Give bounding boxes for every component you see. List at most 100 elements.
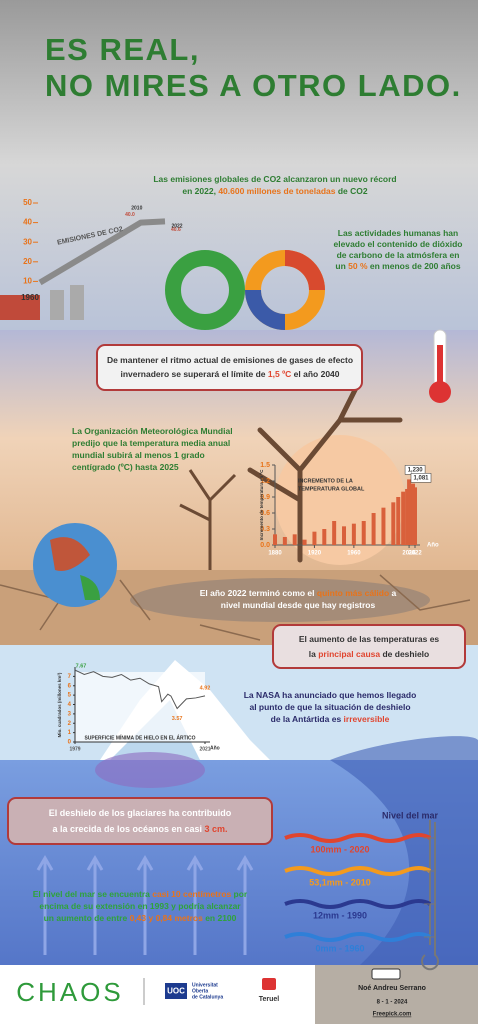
y-tick-label: 6 xyxy=(68,683,72,689)
text-segment: Las emisiones globales de CO2 alcanzaron… xyxy=(153,174,396,184)
text-segment: centígrado (ºC) hasta 2025 xyxy=(72,462,179,472)
text-segment: Las actividades humanas han xyxy=(338,228,458,238)
x-axis-label: Año xyxy=(210,745,220,751)
y-axis-label: Mio. cuadrados (millones km²) xyxy=(57,672,62,737)
y-tick-label: 0 xyxy=(68,740,72,746)
uoc-text: UOC xyxy=(167,987,185,996)
chart-title: INCREMENTO DE LA xyxy=(298,478,353,484)
text-segment: encima de su extensión en 1993 y podría … xyxy=(39,901,241,911)
bar xyxy=(351,523,356,545)
author: Noé Andreu Serrano xyxy=(358,985,426,992)
omm-text: mundial subirá al menos 1 grado xyxy=(72,450,205,460)
text-segment: irreversible xyxy=(344,714,390,724)
bar xyxy=(413,487,417,545)
y-tick-label: 5 xyxy=(68,693,72,699)
bar xyxy=(312,531,317,545)
sea-wave xyxy=(284,899,432,909)
text-segment: en 2022, xyxy=(182,186,218,196)
label-bg xyxy=(410,473,432,483)
bar xyxy=(371,513,376,545)
text-segment: 1,5 ºC xyxy=(268,369,291,379)
bar xyxy=(302,539,307,545)
x-tick-label: 1920 xyxy=(308,551,322,557)
ice-line xyxy=(74,669,206,710)
text-segment: predijo que la temperatura media anual xyxy=(72,438,230,448)
city-name: Teruel xyxy=(259,996,280,1003)
value-label: 1,081 xyxy=(413,475,429,481)
y-tick-label: 1.5 xyxy=(260,462,270,469)
nasa-text: La NASA ha anunciado que hemos llegado xyxy=(244,690,417,700)
text-segment: en menos de 200 años xyxy=(368,261,461,271)
y-tick-label: 20 xyxy=(23,257,32,266)
bar xyxy=(401,491,406,545)
text-segment: mundial subirá al menos 1 grado xyxy=(72,450,205,460)
text-segment: la xyxy=(309,649,318,659)
sea-wave xyxy=(284,932,432,942)
text-segment: El nivel del mar se encuentra xyxy=(33,889,153,899)
y-tick-label: 50 xyxy=(23,198,32,207)
rising-arrows xyxy=(36,855,254,955)
x-label: 2022 xyxy=(171,223,182,229)
city-mark xyxy=(262,978,276,990)
x-tick-label: 2022 xyxy=(408,551,422,557)
text-segment: el año 2040 xyxy=(291,369,339,379)
x-tick-label: 1960 xyxy=(347,551,361,557)
uni-name: de Catalunya xyxy=(192,994,223,1000)
human-activity-text: de carbono de la atmósfera en xyxy=(337,250,460,260)
cause-text: la principal causa de deshielo xyxy=(309,649,429,659)
text-segment: en 2100 xyxy=(203,913,237,923)
text-segment: La Organización Meteorológica Mundial xyxy=(72,426,233,436)
value-label: 40.0 xyxy=(125,212,135,218)
text-segment: 0,43 y 0,84 metros xyxy=(130,913,204,923)
sea-level-label: 12mm - 1990 xyxy=(313,910,367,920)
text-segment: de CO2 xyxy=(335,186,367,196)
text-segment: de carbono de la atmósfera en xyxy=(337,250,460,260)
sea-level-text: El nivel del mar se encuentra casi 10 ce… xyxy=(33,889,248,899)
chart-title: TEMPERATURA GLOBAL xyxy=(298,486,365,492)
x-tick-label: 1979 xyxy=(69,746,80,752)
sea-level-text: un aumento de entre 0,43 y 0,84 metros e… xyxy=(44,913,237,923)
text-segment: un aumento de entre xyxy=(44,913,130,923)
y-tick-label: 0.9 xyxy=(260,494,270,501)
bar xyxy=(322,529,327,545)
boxes xyxy=(7,344,466,845)
bar xyxy=(381,507,386,545)
y-tick-label: 0.0 xyxy=(260,542,270,549)
human-activity-text: un 50 % en menos de 200 años xyxy=(335,261,460,271)
bar xyxy=(342,526,347,545)
y-tick-label: 4 xyxy=(68,702,72,708)
dead-tree xyxy=(247,377,403,563)
text-segment: a xyxy=(389,588,396,598)
y-tick-label: 0.3 xyxy=(260,526,270,533)
nasa-text: de la Antártida es irreversible xyxy=(271,714,390,724)
y-tick-label: 1.2 xyxy=(260,478,270,485)
text-segment: El año 2022 terminó como el xyxy=(200,588,317,598)
chart-title: SUPERFICIE MÍNIMA DE HIELO EN EL ÁRTICO xyxy=(84,733,195,741)
glaciers-text: a la crecida de los océanos en casi 3 cm… xyxy=(52,824,227,834)
factory xyxy=(0,285,84,320)
co2-record-text: en 2022, 40.600 millones de toneladas de… xyxy=(182,186,367,196)
y-axis-label: Incremento de temperatura en ºC xyxy=(259,469,264,540)
co2-record-text: Las emisiones globales de CO2 alcanzaron… xyxy=(153,174,396,184)
x-label: 2010 xyxy=(131,205,142,211)
wave xyxy=(330,736,478,965)
text-segment: nivel mundial desde que hay registros xyxy=(221,600,376,610)
text-segment: invernadero se superará el límite de xyxy=(120,369,267,379)
text-segment: elevado el contenido de dióxido xyxy=(334,239,463,249)
sea-level-text: encima de su extensión en 1993 y podría … xyxy=(39,901,241,911)
text-segment: El deshielo de los glaciares ha contribu… xyxy=(49,808,232,818)
dead-tree-small xyxy=(179,469,237,570)
human-activity-text: elevado el contenido de dióxido xyxy=(334,239,463,249)
omm-text: La Organización Meteorológica Mundial xyxy=(72,426,233,436)
human-activity-text: Las actividades humanas han xyxy=(338,228,458,238)
value-label: 40.6 xyxy=(171,227,181,233)
thermometer xyxy=(429,329,451,403)
text-segment: 40.600 millones de toneladas xyxy=(218,186,335,196)
x-axis-label: Año xyxy=(427,543,439,549)
y-tick-label: 0.6 xyxy=(260,510,270,517)
text-segment: de deshielo xyxy=(380,649,429,659)
sea-level-label: 100mm - 2020 xyxy=(310,844,369,854)
logo: CHAOS xyxy=(16,977,123,1007)
x-tick-label: 2016 xyxy=(402,551,416,557)
text-segment: El aumento de las temperaturas es xyxy=(299,634,440,644)
